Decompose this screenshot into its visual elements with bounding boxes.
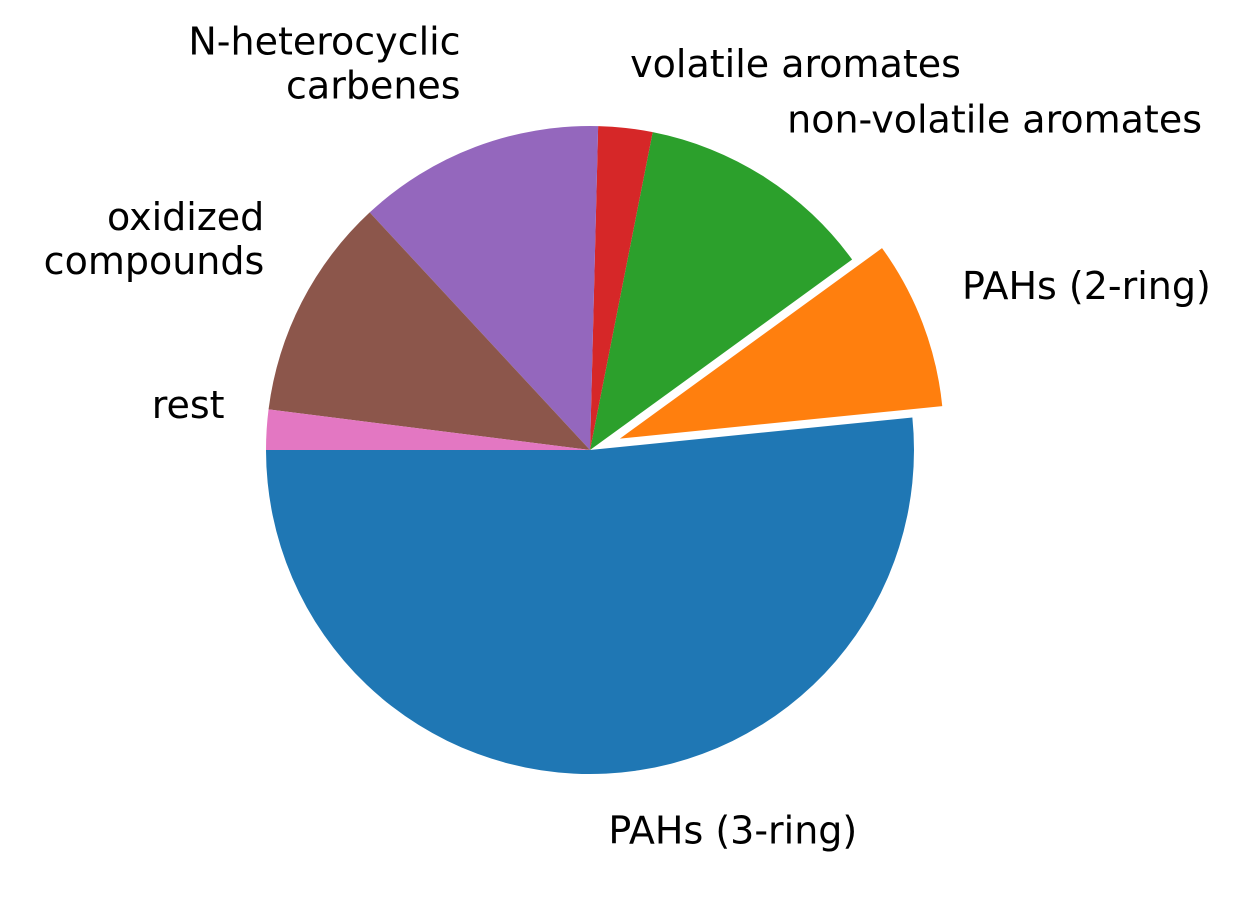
- pie-label-1: PAHs (2-ring): [962, 264, 1211, 308]
- pie-slice-1: [619, 248, 943, 439]
- pie-label-5: oxidized compounds: [44, 195, 265, 283]
- pie-label-3: volatile aromates: [630, 42, 961, 86]
- pie-label-2: non-volatile aromates: [787, 97, 1202, 141]
- pie-slice-2: [590, 132, 853, 450]
- pie-slice-3: [590, 126, 653, 450]
- pie-label-4: N-heterocyclic carbenes: [188, 20, 460, 108]
- pie-slices: [266, 126, 943, 775]
- pie-label-0: PAHs (3-ring): [608, 809, 857, 853]
- pie-slice-5: [268, 212, 590, 450]
- pie-label-6: rest: [152, 383, 225, 427]
- pie-slice-6: [266, 409, 590, 450]
- pie-labels: PAHs (3-ring) PAHs (2-ring) non-volatile a…: [44, 20, 1211, 853]
- pie-slice-0: [266, 417, 914, 775]
- pie-slice-4: [369, 126, 599, 450]
